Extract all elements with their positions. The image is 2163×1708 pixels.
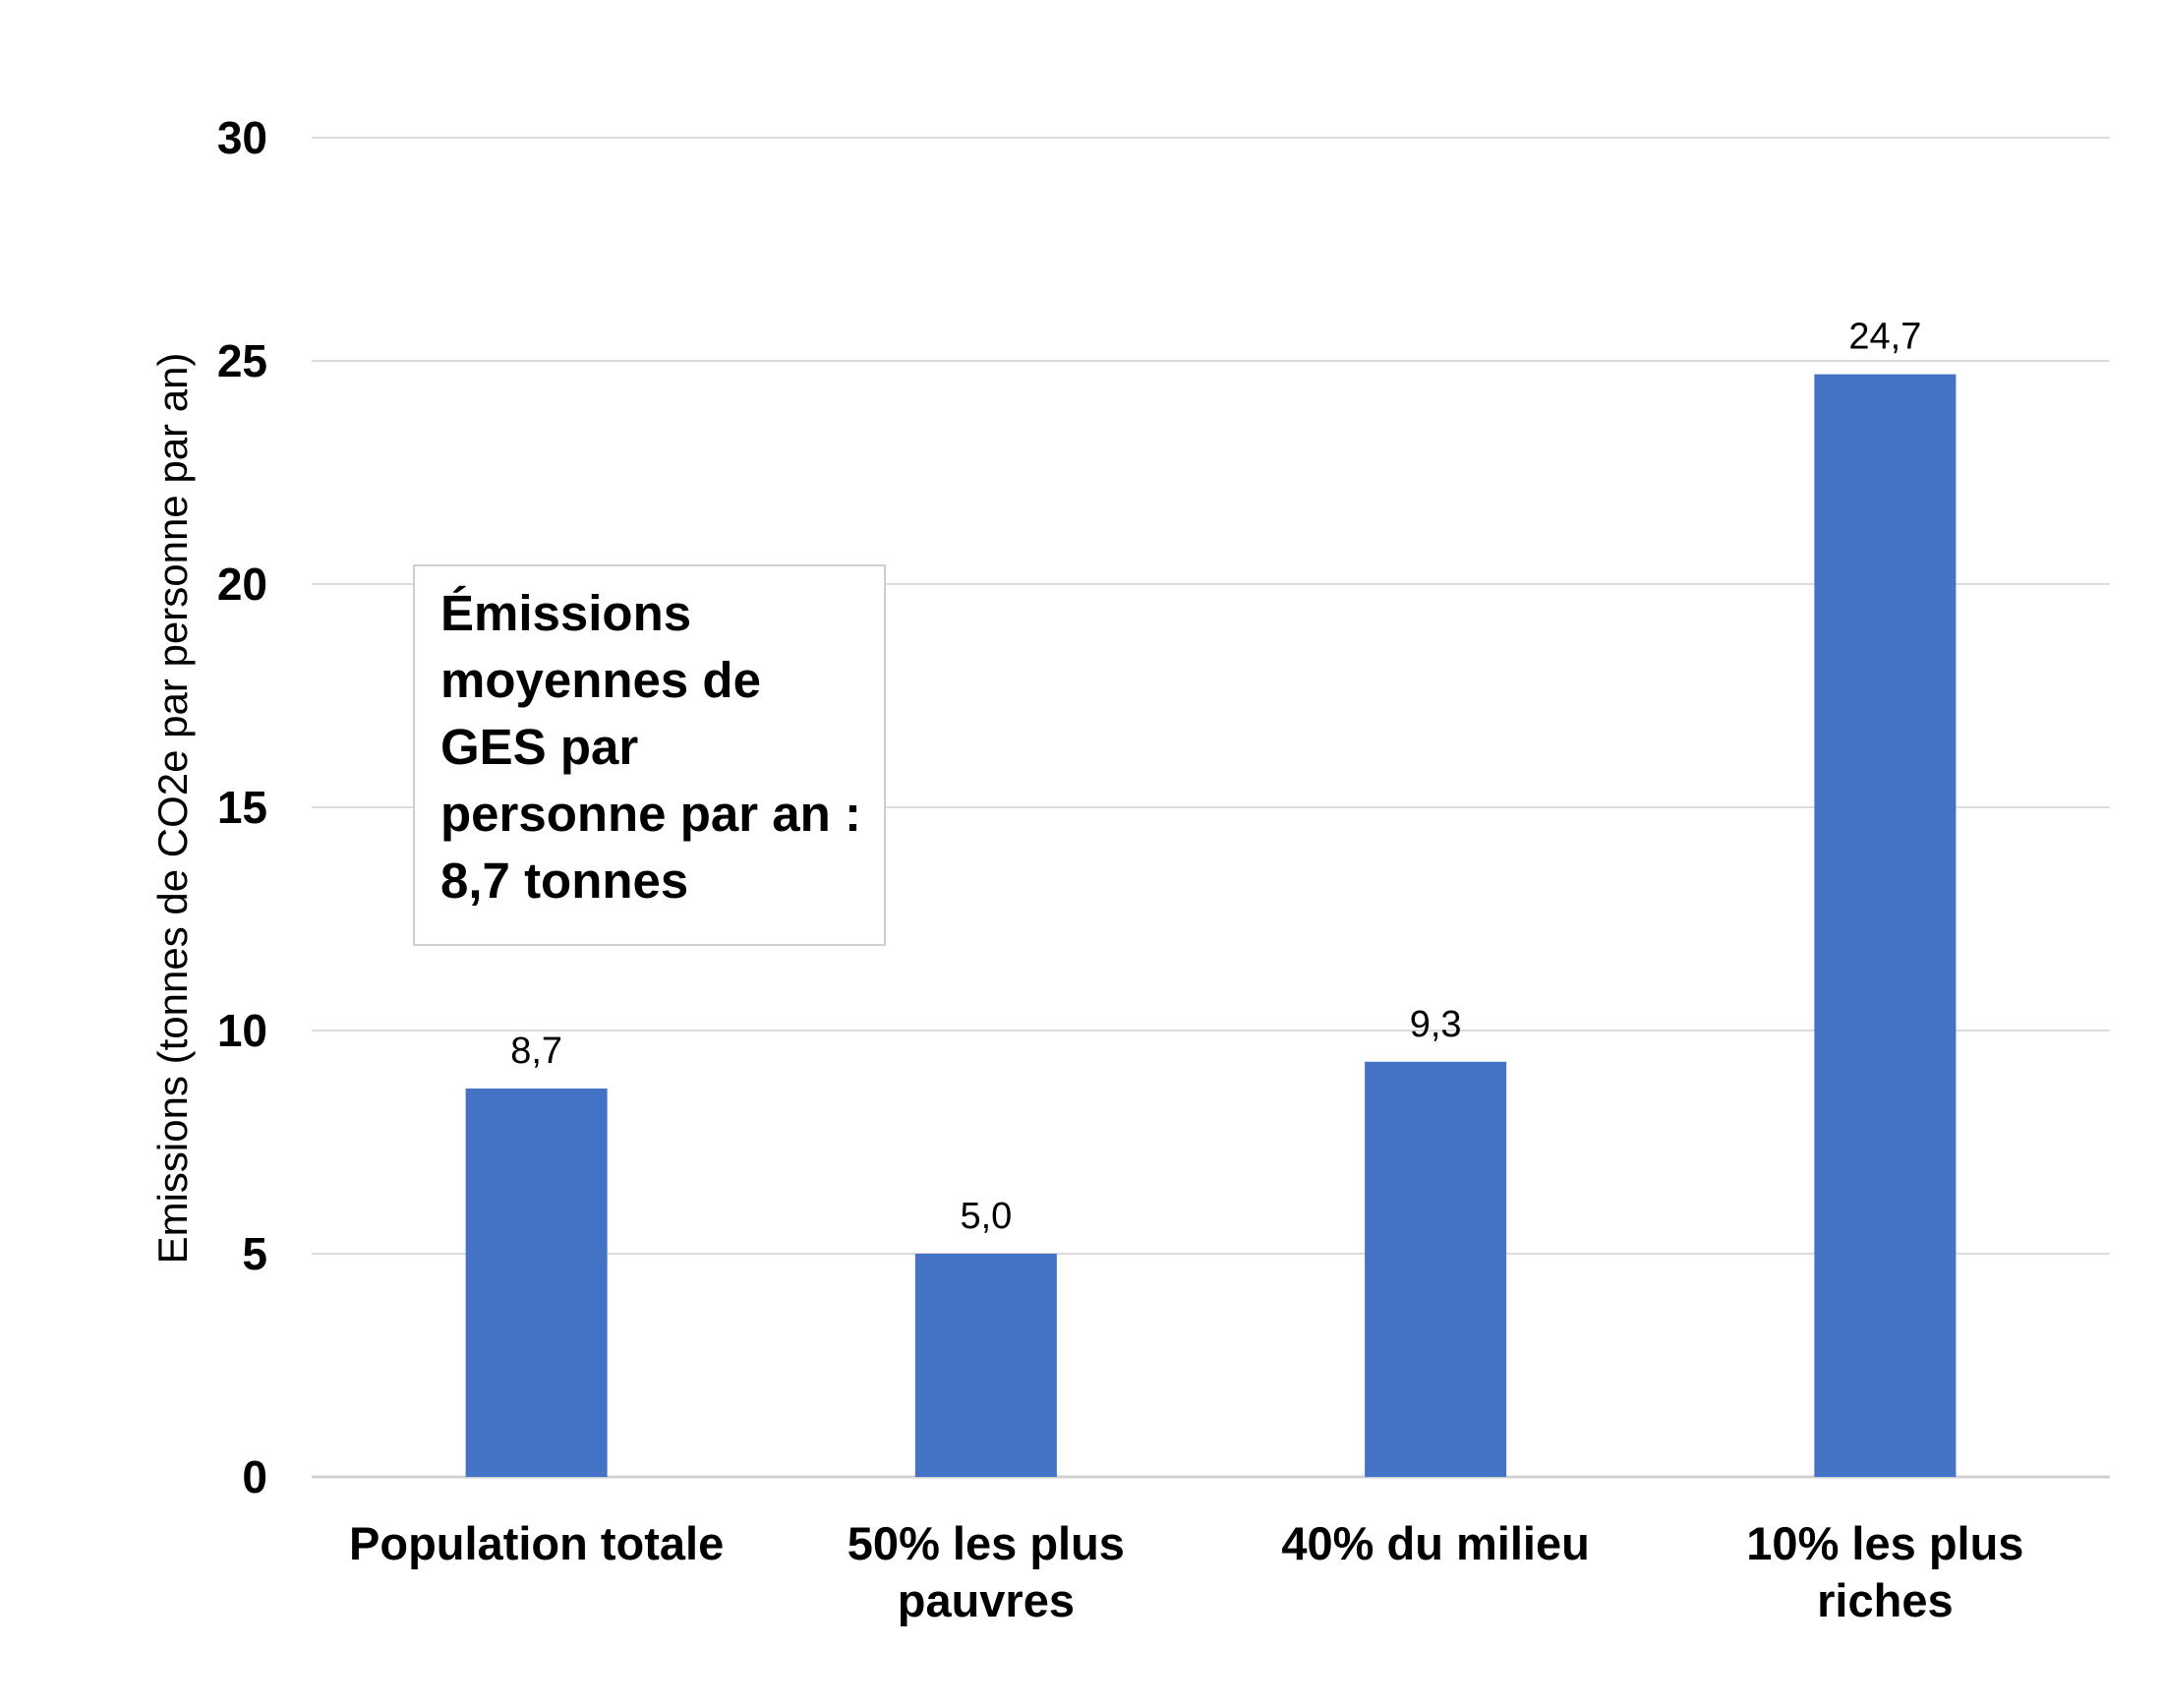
data-label: 5,0	[960, 1196, 1012, 1237]
x-category-label: Population totale	[349, 1517, 724, 1569]
y-tick-label: 30	[217, 112, 267, 163]
x-category-label: 40% du milieu	[1281, 1517, 1589, 1569]
y-tick-label: 5	[242, 1228, 267, 1279]
x-category-label: pauvres	[898, 1574, 1075, 1626]
bar	[465, 1089, 608, 1477]
x-category-label: riches	[1817, 1574, 1953, 1626]
bar	[1814, 374, 1957, 1477]
bar	[914, 1254, 1057, 1477]
data-label: 24,7	[1848, 317, 1921, 358]
average-emissions-annotation: Émissions moyennes de GES par personne p…	[413, 564, 886, 946]
y-tick-label: 15	[217, 782, 267, 833]
data-label: 8,7	[510, 1031, 562, 1072]
x-category-label: 50% les plus	[848, 1517, 1125, 1569]
y-tick-label: 10	[217, 1005, 267, 1056]
y-tick-label: 20	[217, 559, 267, 610]
data-label: 9,3	[1410, 1004, 1462, 1045]
y-axis-label: Emissions (tonnes de CO2e par personne p…	[149, 353, 196, 1265]
y-tick-label: 25	[217, 335, 267, 386]
x-category-label: 10% les plus	[1746, 1517, 2023, 1569]
y-tick-label: 0	[242, 1451, 267, 1502]
bar	[1365, 1061, 1507, 1477]
